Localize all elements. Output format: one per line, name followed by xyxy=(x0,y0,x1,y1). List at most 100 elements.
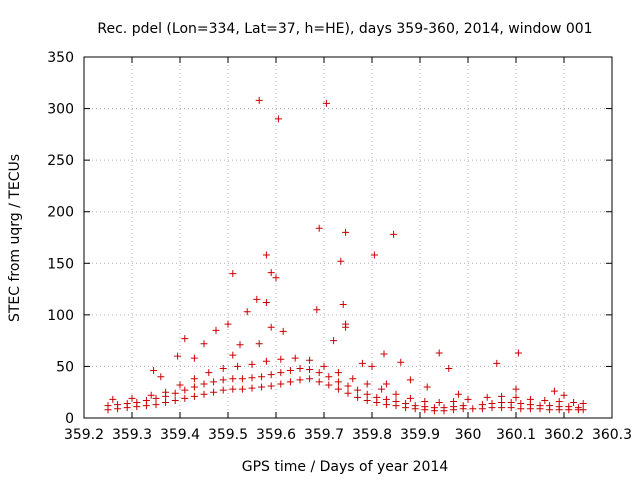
y-tick-label: 100 xyxy=(47,308,74,324)
data-point-baseline xyxy=(258,383,266,391)
data-point-baseline xyxy=(344,389,352,397)
plot-frame xyxy=(83,56,613,419)
data-point-outliers xyxy=(255,96,263,104)
data-point-middle xyxy=(114,401,122,409)
data-point-outliers xyxy=(330,337,338,345)
data-point-middle xyxy=(219,376,227,384)
data-point-outliers xyxy=(342,228,350,236)
x-tick-labels: 359.2 359.3 359.4 359.5 359.6 359.7 359.8 359.9… xyxy=(64,427,632,443)
data-point-outliers xyxy=(190,354,198,362)
data-point-upper xyxy=(334,369,342,377)
x-tick-label: 359.5 xyxy=(208,427,248,443)
data-point-baseline xyxy=(190,392,198,400)
chart-title: Rec. pdel (Lon=334, Lat=37, h=HE), days … xyxy=(97,21,592,37)
data-point-middle xyxy=(296,364,304,372)
data-point-baseline xyxy=(315,378,323,386)
data-point-middle xyxy=(373,393,381,401)
data-point-middle xyxy=(238,375,246,383)
data-point-outliers xyxy=(560,391,568,399)
data-point-outliers xyxy=(315,224,323,232)
data-point-middle xyxy=(536,402,544,410)
data-point-upper xyxy=(450,397,458,405)
data-point-middle xyxy=(248,374,256,382)
data-point-baseline xyxy=(296,376,304,384)
data-point-middle xyxy=(334,378,342,386)
data-point-baseline xyxy=(306,375,314,383)
y-tick-label: 150 xyxy=(47,256,74,272)
data-point-baseline xyxy=(579,406,587,414)
y-tick-label: 200 xyxy=(47,205,74,221)
x-axis-label: GPS time / Days of year 2014 xyxy=(242,459,449,475)
x-tick-label: 359.2 xyxy=(64,427,104,443)
data-point-outliers xyxy=(493,359,501,367)
data-point-middle xyxy=(306,366,314,374)
data-point-outliers xyxy=(279,327,287,335)
data-point-middle xyxy=(402,400,410,408)
x-tick-label: 359.7 xyxy=(304,427,344,443)
data-point-outliers xyxy=(255,340,263,348)
data-point-upper xyxy=(205,369,213,377)
data-point-outliers xyxy=(342,320,350,328)
data-point-middle xyxy=(181,386,189,394)
data-point-outliers xyxy=(370,251,378,259)
x-tick-label: 360 xyxy=(455,427,482,443)
x-tick-label: 360.3 xyxy=(592,427,632,443)
data-point-middle xyxy=(478,401,486,409)
data-point-baseline xyxy=(325,381,333,389)
y-tick-label: 0 xyxy=(65,411,74,427)
data-point-middle xyxy=(488,400,496,408)
data-point-baseline xyxy=(238,385,246,393)
axis-ticks xyxy=(83,56,613,419)
data-point-middle xyxy=(498,399,506,407)
data-point-baseline xyxy=(354,393,362,401)
data-point-middle xyxy=(133,399,141,407)
data-point-outliers xyxy=(512,385,520,393)
data-point-outliers xyxy=(262,251,270,259)
data-point-outliers xyxy=(181,335,189,343)
data-point-outliers xyxy=(200,340,208,348)
data-point-baseline xyxy=(363,396,371,404)
data-point-baseline xyxy=(229,385,237,393)
data-point-middle xyxy=(517,400,525,408)
data-point-middle xyxy=(430,404,438,412)
y-axis-label: STEC from uqrg / TECUs xyxy=(7,154,23,322)
data-point-outliers xyxy=(243,308,251,316)
data-point-baseline xyxy=(267,382,275,390)
data-point-outliers xyxy=(212,326,220,334)
data-point-middle xyxy=(171,389,179,397)
data-point-upper xyxy=(306,356,314,364)
data-point-outliers xyxy=(397,358,405,366)
data-point-middle xyxy=(104,402,112,410)
data-point-upper xyxy=(262,357,270,365)
data-point-middle xyxy=(258,373,266,381)
data-point-outliers xyxy=(253,295,261,303)
data-point-middle xyxy=(229,375,237,383)
data-point-upper xyxy=(378,385,386,393)
data-point-outliers xyxy=(274,115,282,123)
data-point-upper xyxy=(363,380,371,388)
data-point-upper xyxy=(421,397,429,405)
data-point-outliers xyxy=(380,350,388,358)
x-tick-label: 359.9 xyxy=(400,427,440,443)
data-point-outliers xyxy=(157,373,165,381)
data-point-upper xyxy=(406,394,414,402)
data-point-upper xyxy=(570,399,578,407)
data-point-outliers xyxy=(267,269,275,277)
grid-lines xyxy=(84,57,612,418)
data-point-upper xyxy=(555,397,563,405)
data-point-upper xyxy=(277,355,285,363)
data-point-upper xyxy=(219,364,227,372)
data-point-baseline xyxy=(181,394,189,402)
data-point-upper xyxy=(498,392,506,400)
data-point-middle xyxy=(354,386,362,394)
data-point-middle xyxy=(459,402,467,410)
data-point-middle xyxy=(574,404,582,412)
data-point-outliers xyxy=(322,99,330,107)
data-point-upper xyxy=(234,362,242,370)
data-point-middle xyxy=(142,396,150,404)
data-point-outliers xyxy=(262,298,270,306)
data-point-upper xyxy=(248,360,256,368)
data-point-upper xyxy=(162,388,170,396)
data-point-middle xyxy=(392,397,400,405)
data-point-middle xyxy=(325,373,333,381)
